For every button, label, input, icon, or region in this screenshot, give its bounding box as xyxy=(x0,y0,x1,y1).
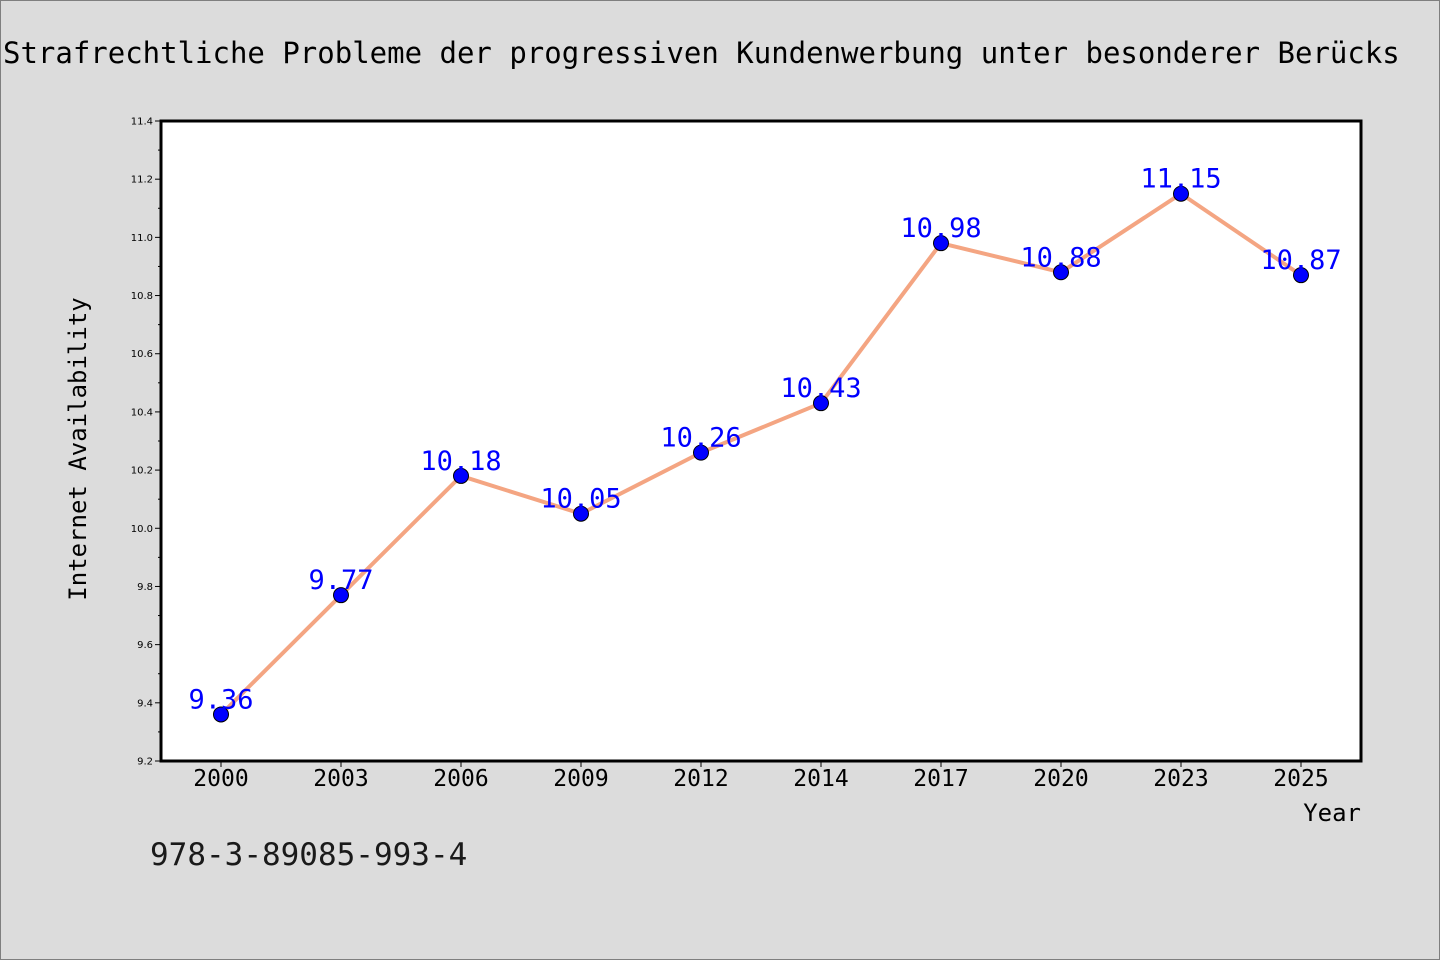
data-label: 10.05 xyxy=(540,484,621,515)
x-axis-label: Year xyxy=(1303,799,1361,827)
y-axis-label: Internet Availability xyxy=(64,297,92,600)
y-tick-label: 11.2 xyxy=(131,175,153,186)
y-tick-label: 11.4 xyxy=(131,117,153,128)
data-point xyxy=(333,587,349,604)
y-tick-label: 10.2 xyxy=(131,466,153,477)
x-tick-label: 2014 xyxy=(793,766,848,792)
x-tick-label: 2017 xyxy=(913,766,968,792)
y-tick-label: 9.8 xyxy=(137,582,153,593)
y-tick-label: 11.0 xyxy=(131,233,153,244)
x-tick-label: 2006 xyxy=(433,766,488,792)
data-label: 10.98 xyxy=(900,213,981,244)
data-label: 10.26 xyxy=(660,423,741,454)
x-tick-label: 2020 xyxy=(1033,766,1088,792)
series-line xyxy=(219,191,1303,717)
data-point xyxy=(1293,267,1309,284)
data-label: 9.36 xyxy=(188,684,253,715)
plot-area xyxy=(161,121,1361,761)
data-point xyxy=(213,706,229,723)
x-tick-label: 2012 xyxy=(673,766,728,792)
y-tick-label: 10.8 xyxy=(131,291,153,302)
y-tick-label: 10.4 xyxy=(131,407,153,418)
data-label: 10.43 xyxy=(780,373,861,404)
data-point xyxy=(813,395,829,412)
y-tick-label: 10.0 xyxy=(131,524,153,535)
chart-title: Strafrechtliche Probleme der progressive… xyxy=(3,36,1400,70)
data-point xyxy=(1053,264,1069,281)
plot-border xyxy=(159,119,1363,763)
x-tick-label: 2023 xyxy=(1153,766,1208,792)
data-label: 9.77 xyxy=(308,565,373,596)
x-tick-label: 2003 xyxy=(313,766,368,792)
data-point xyxy=(573,505,589,522)
data-label: 11.15 xyxy=(1140,164,1221,195)
data-point xyxy=(1173,185,1189,202)
data-point xyxy=(453,467,469,484)
y-tick-label: 9.4 xyxy=(137,698,153,709)
x-tick-label: 2025 xyxy=(1273,766,1328,792)
data-point xyxy=(933,235,949,252)
y-tick-label: 9.2 xyxy=(137,757,153,768)
x-tick-label: 2000 xyxy=(193,766,248,792)
isbn-label: 978-3-89085-993-4 xyxy=(150,837,468,873)
data-label: 10.87 xyxy=(1260,245,1341,276)
data-point xyxy=(693,444,709,461)
y-tick-label: 9.6 xyxy=(137,640,153,651)
y-tick-label: 10.6 xyxy=(131,349,153,360)
data-label: 10.18 xyxy=(420,446,501,477)
x-tick-label: 2009 xyxy=(553,766,608,792)
data-label: 10.88 xyxy=(1020,242,1101,273)
